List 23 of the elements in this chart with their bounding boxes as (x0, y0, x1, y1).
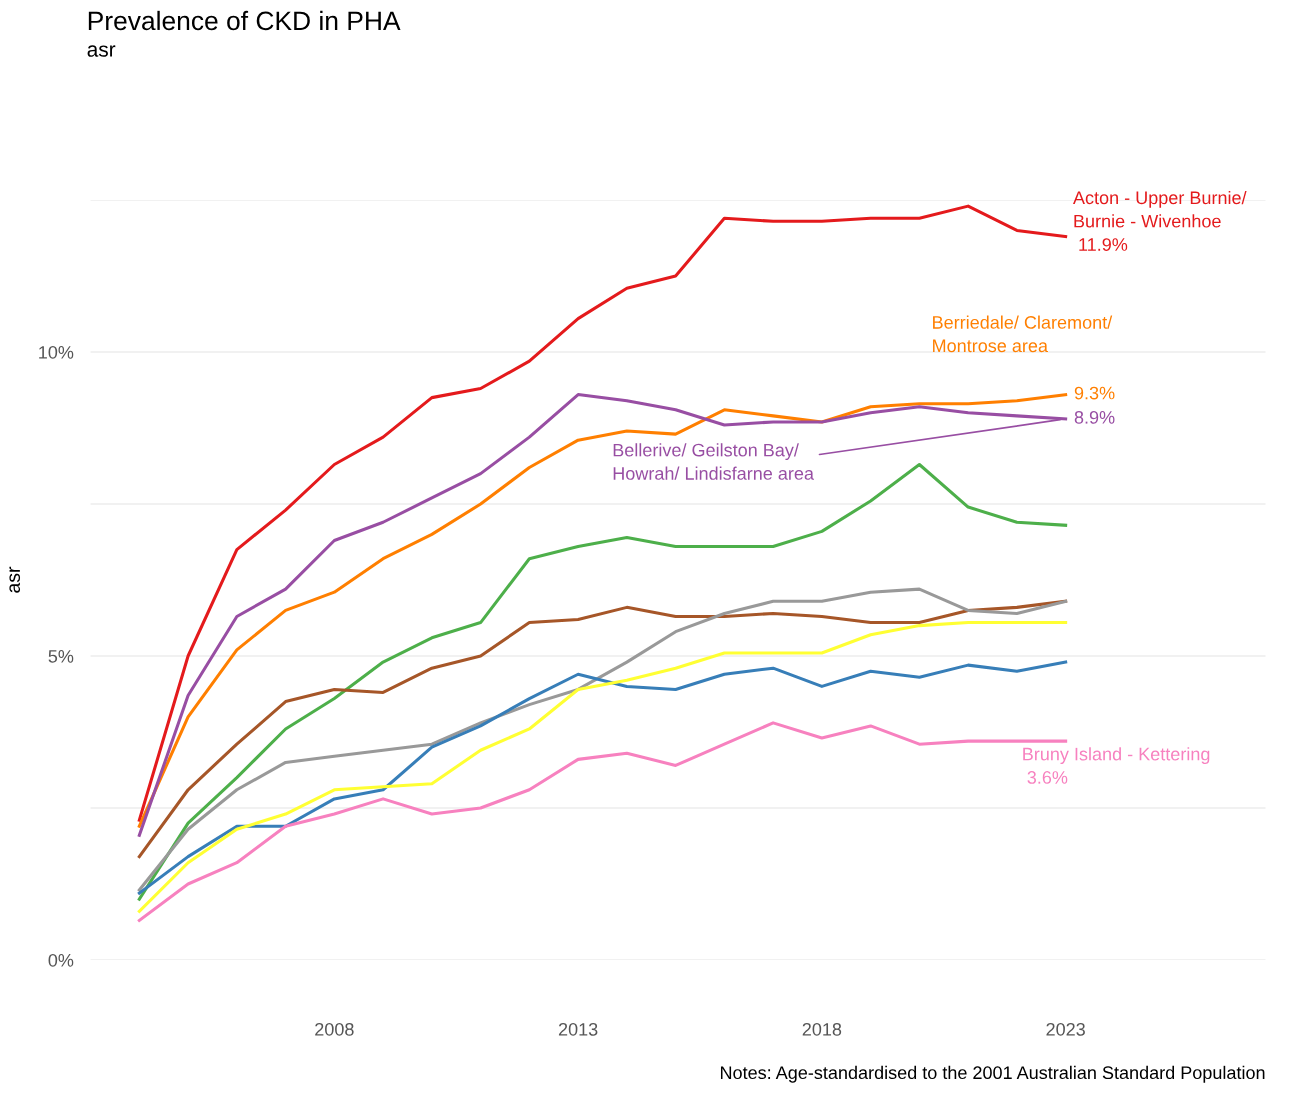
text: Notes: Age-standardised to the 2001 Australian Standard Population (720, 1065, 1265, 1083)
chart-subtitle: asr (87, 45, 116, 57)
y-tick-label: 0% (48, 953, 74, 967)
line-series (137, 621, 1068, 913)
x-tick-label: 2013 (558, 1022, 598, 1036)
chart-title: Prevalence of CKD in PHA (88, 10, 401, 31)
x-tick-label: 2018 (802, 1022, 842, 1036)
data-label: 9.3% (1074, 386, 1115, 400)
series-label: Acton - Upper Burnie/ Burnie - Wivenhoe (1072, 190, 1247, 228)
line-series (137, 660, 1068, 895)
line-series (137, 462, 1068, 901)
line-series (137, 721, 1068, 922)
data-label: 8.9% (1074, 410, 1115, 424)
text: Berriedale/ Claremont/ Montrose area (933, 315, 1113, 353)
y-axis-title: asr (9, 566, 21, 593)
y-tick-label: 10% (39, 345, 74, 359)
series-label: Bellerive/ Geilston Bay/ Howrah/ Lindisfarne area (613, 443, 814, 480)
y-tick-label: 5% (48, 650, 74, 663)
data-label: 3.6% (1027, 771, 1068, 784)
x-tick-label: 2008 (315, 1022, 354, 1036)
data-label: 11.9% (1079, 238, 1128, 251)
x-tick-label: 2023 (1046, 1022, 1085, 1036)
series-label: Bruny Island - Kettering (1023, 747, 1210, 765)
